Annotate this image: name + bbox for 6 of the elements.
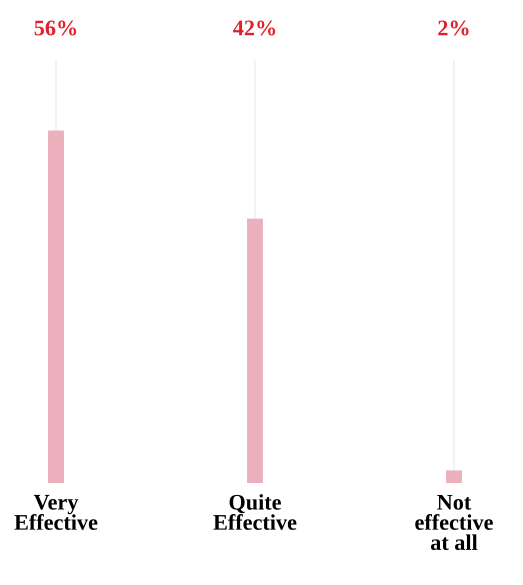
data-label: 42% bbox=[233, 20, 276, 36]
data-label: 2% bbox=[438, 20, 469, 36]
x-tick-label: Not effective at all bbox=[415, 494, 493, 550]
x-tick-label: Very Effective bbox=[14, 494, 98, 530]
x-tick-label: Quite Effective bbox=[213, 494, 296, 530]
data-label: 56% bbox=[34, 20, 76, 36]
